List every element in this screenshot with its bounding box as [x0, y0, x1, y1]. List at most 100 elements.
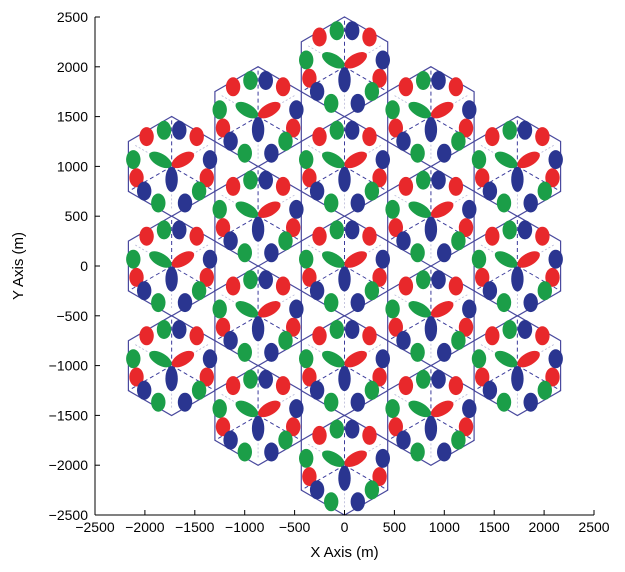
user-ellipse [151, 193, 166, 213]
user-ellipse [396, 131, 411, 151]
sector-boundary-line [214, 116, 259, 142]
sector-boundary-line [473, 165, 518, 192]
user-ellipse [258, 270, 273, 290]
user-ellipse [345, 120, 360, 140]
user-ellipse [485, 326, 500, 346]
user-ellipse [537, 181, 552, 201]
user-ellipse [312, 425, 327, 445]
antenna-lobe [251, 316, 265, 342]
y-ticks: −2500 −2000 −1500 −1000 −500 0 500 1000 1500 2000… [49, 9, 100, 523]
user-ellipse [151, 293, 166, 313]
cell [126, 315, 218, 417]
cell [299, 414, 390, 516]
user-ellipse [523, 193, 538, 213]
user-ellipse [448, 276, 464, 296]
user-ellipse [458, 118, 474, 138]
y-tick-label: 2000 [57, 59, 88, 75]
y-tick-label: −2500 [49, 507, 89, 523]
user-ellipse [137, 281, 152, 301]
user-ellipse [212, 399, 227, 419]
user-ellipse [458, 417, 474, 437]
antenna-lobe [322, 350, 345, 368]
user-ellipse [458, 218, 474, 238]
user-ellipse [523, 392, 538, 412]
user-ellipse [299, 349, 314, 369]
user-ellipse [410, 143, 425, 163]
y-tick-label: −500 [56, 308, 88, 324]
user-ellipse [523, 293, 538, 313]
cell [385, 66, 477, 168]
user-ellipse [396, 331, 411, 350]
user-ellipse [312, 127, 327, 147]
user-ellipse [215, 417, 231, 437]
antenna-lobe [424, 117, 438, 143]
user-ellipse [462, 299, 477, 319]
user-ellipse [448, 376, 464, 396]
user-ellipse [375, 249, 390, 269]
user-ellipse [372, 168, 387, 188]
user-ellipse [502, 220, 517, 240]
user-ellipse [431, 170, 446, 190]
user-ellipse [475, 168, 490, 188]
user-ellipse [243, 170, 258, 190]
y-tick-label: 2500 [57, 9, 88, 25]
user-ellipse [212, 299, 227, 319]
user-ellipse [431, 71, 446, 90]
user-ellipse [482, 281, 498, 301]
user-ellipse [264, 342, 279, 362]
user-ellipse [139, 226, 154, 246]
user-ellipse [396, 231, 411, 251]
user-ellipse [177, 193, 193, 213]
user-ellipse [416, 369, 431, 389]
user-ellipse [375, 349, 390, 369]
antenna-lobe [235, 301, 259, 318]
sector-boundary-line [301, 365, 345, 391]
user-ellipse [329, 419, 344, 439]
antenna-lobe [494, 350, 518, 368]
antenna-lobe [322, 450, 345, 467]
user-ellipse [324, 293, 339, 313]
y-tick-label: −1000 [49, 358, 89, 374]
user-ellipse [189, 326, 204, 346]
user-ellipse [215, 317, 231, 337]
antenna-lobe [338, 266, 351, 292]
user-ellipse [545, 267, 560, 287]
user-ellipse [309, 181, 325, 201]
user-ellipse [329, 220, 344, 240]
user-ellipse [243, 270, 258, 290]
user-ellipse [225, 376, 241, 396]
user-ellipse [139, 127, 154, 147]
user-ellipse [545, 168, 560, 188]
user-ellipse [324, 392, 339, 412]
user-ellipse [517, 320, 533, 339]
user-ellipse [462, 199, 477, 219]
antenna-lobe [171, 350, 195, 368]
user-ellipse [375, 150, 390, 170]
user-ellipse [350, 93, 365, 113]
user-ellipse [535, 326, 550, 346]
sector-boundary-line [171, 365, 216, 391]
user-ellipse [482, 181, 498, 201]
cell [385, 364, 477, 466]
sector-boundary-line [344, 265, 388, 292]
user-ellipse [212, 100, 227, 120]
user-ellipse [448, 77, 464, 97]
user-ellipse [309, 82, 325, 101]
cell [212, 66, 304, 168]
sector-boundary-line [257, 315, 302, 342]
cell [471, 115, 563, 217]
user-ellipse [139, 326, 154, 346]
user-ellipse [324, 193, 339, 213]
x-ticks: −2500 −2000 −1500 −1000 −500 0 500 1000 1500 2000… [75, 510, 610, 535]
user-ellipse [264, 143, 279, 163]
user-ellipse [202, 150, 218, 170]
user-ellipse [177, 392, 193, 412]
sector-boundary-line [128, 165, 172, 192]
user-ellipse [312, 27, 327, 47]
user-ellipse [345, 419, 360, 439]
user-ellipse [302, 467, 317, 487]
user-ellipse [458, 317, 474, 337]
user-ellipse [264, 243, 279, 263]
user-ellipse [237, 442, 252, 462]
sector-boundary-line [301, 66, 345, 93]
